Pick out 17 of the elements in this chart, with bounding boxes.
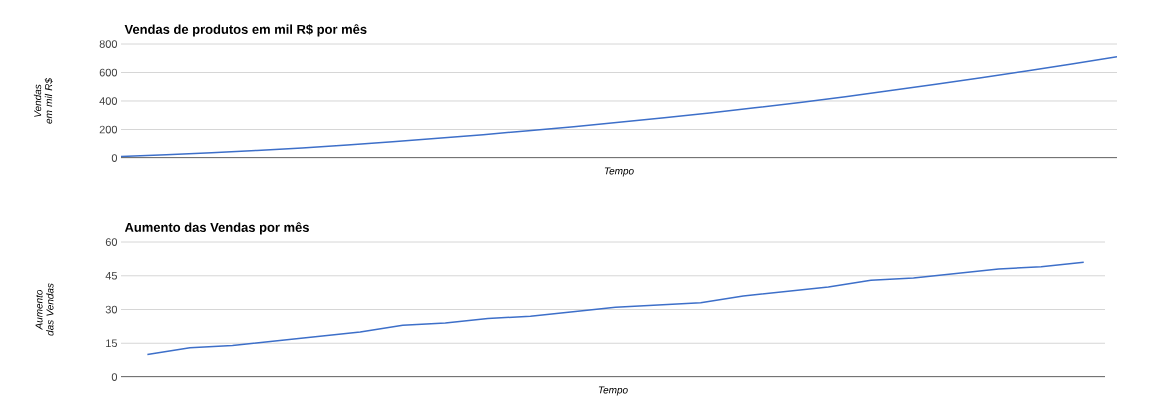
- y-tick-label: 30: [105, 305, 118, 314]
- y-tick-label: 600: [99, 68, 118, 77]
- chart-title: Aumento das Vendas por mês: [124, 222, 309, 235]
- y-tick-label: 200: [99, 125, 118, 134]
- y-axis-title: Aumento das Vendas: [35, 283, 54, 336]
- y-axis-title: Vendas em mil R$: [33, 77, 53, 124]
- y-tick-label: 60: [105, 238, 118, 246]
- chart-title: Vendas de produtos em mil R$ por mês: [124, 24, 367, 37]
- y-tick-label: 45: [105, 271, 118, 280]
- y-tick-label: 15: [106, 339, 118, 348]
- x-axis-title: Tempo: [598, 386, 628, 396]
- y-tick-label: 0: [111, 373, 118, 381]
- line-series: [121, 55, 1118, 158]
- y-tick-label: 0: [111, 154, 118, 162]
- y-tick-label: 400: [99, 97, 118, 105]
- x-axis-title: Tempo: [604, 167, 634, 177]
- y-tick-label: 800: [99, 40, 118, 48]
